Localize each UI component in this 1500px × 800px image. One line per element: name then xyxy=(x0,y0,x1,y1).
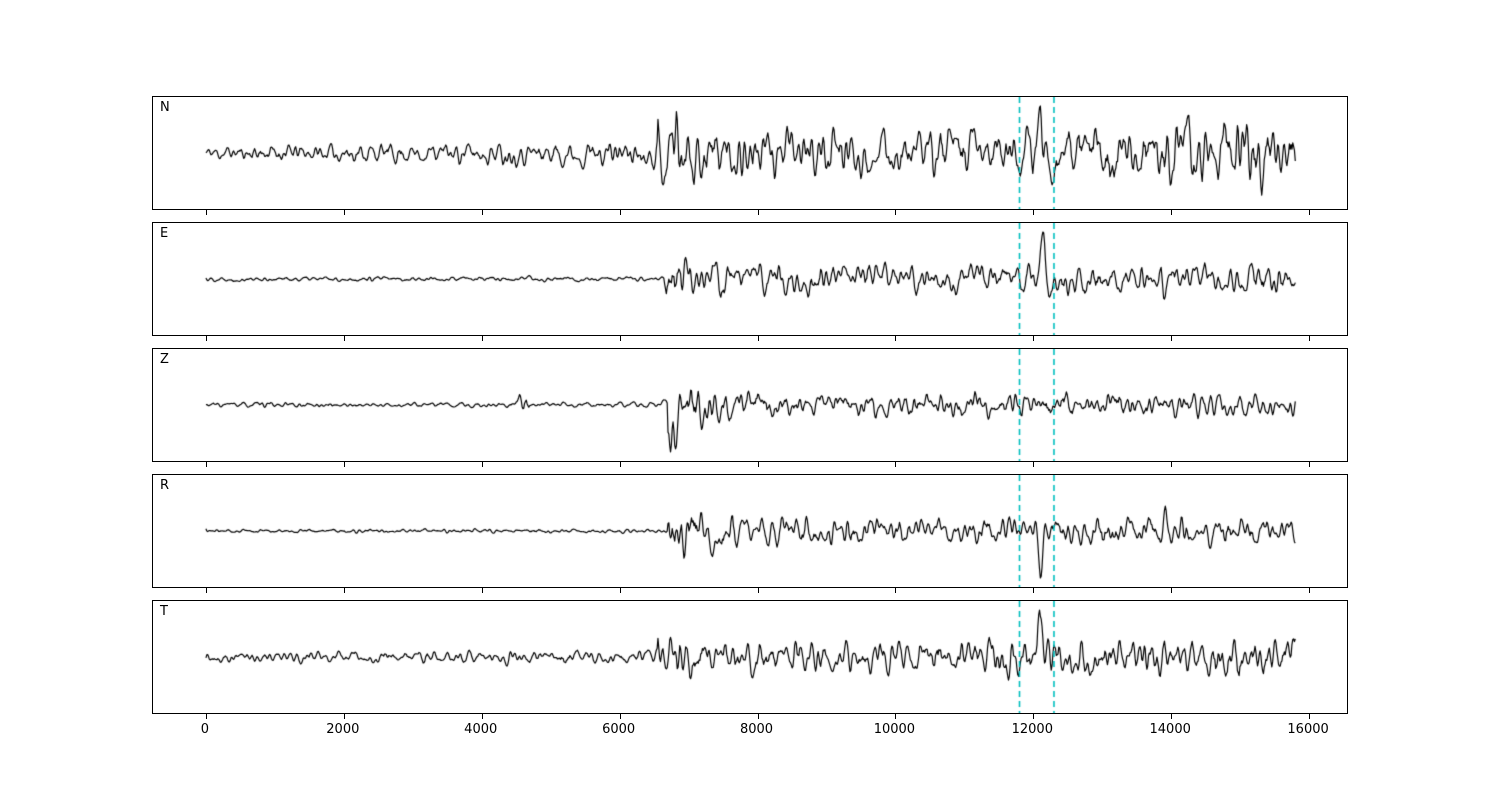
x-tick-mark xyxy=(481,462,483,467)
waveform-panel-z: Z xyxy=(152,348,1348,467)
x-tick-mark xyxy=(1171,336,1173,341)
x-tick-mark xyxy=(1033,714,1035,719)
x-tick-mark xyxy=(205,588,207,593)
x-tick-mark xyxy=(481,714,483,719)
x-tick-label: 16000 xyxy=(1287,722,1329,737)
x-tick-mark xyxy=(343,210,345,215)
x-tick-mark xyxy=(619,210,621,215)
x-tick-label: 2000 xyxy=(326,722,360,737)
panel-label: N xyxy=(160,100,170,115)
x-tick-mark xyxy=(895,210,897,215)
waveform-panel-r: R xyxy=(152,474,1348,593)
x-tick-mark xyxy=(619,462,621,467)
x-tick-mark xyxy=(895,462,897,467)
x-tick-label: 4000 xyxy=(464,722,498,737)
panel-label: Z xyxy=(160,352,169,367)
x-tick-mark xyxy=(343,336,345,341)
panel-label: T xyxy=(160,604,168,619)
x-tick-label: 10000 xyxy=(873,722,916,737)
x-tick-mark xyxy=(1171,210,1173,215)
x-tick-mark xyxy=(481,336,483,341)
x-tick-mark xyxy=(1171,714,1173,719)
waveform-trace xyxy=(153,601,1347,713)
x-tick-mark xyxy=(481,210,483,215)
x-tick-mark xyxy=(619,588,621,593)
seismogram-figure: N E Z R T 0 2000 4000 6000 8000 10000 12000 140… xyxy=(152,96,1348,744)
x-tick-mark xyxy=(895,588,897,593)
x-tick-mark xyxy=(1033,588,1035,593)
x-tick-mark xyxy=(1171,588,1173,593)
x-tick-mark xyxy=(1309,210,1311,215)
x-tick-mark xyxy=(343,588,345,593)
waveform-trace xyxy=(153,475,1347,587)
x-tick-mark xyxy=(757,462,759,467)
x-tick-mark xyxy=(1171,462,1173,467)
x-tick-mark xyxy=(757,714,759,719)
x-tick-mark xyxy=(481,588,483,593)
x-tick-mark xyxy=(205,336,207,341)
x-tick-mark xyxy=(619,714,621,719)
x-tick-mark xyxy=(1309,588,1311,593)
x-tick-label: 6000 xyxy=(602,722,636,737)
x-tick-mark xyxy=(1033,336,1035,341)
waveform-trace xyxy=(153,223,1347,335)
x-axis: 0 2000 4000 6000 8000 10000 12000 14000 16000 xyxy=(152,720,1348,744)
waveform-panels: N E Z R T xyxy=(152,96,1348,719)
x-tick-mark xyxy=(1033,210,1035,215)
x-tick-mark xyxy=(1033,462,1035,467)
waveform-panel-t: T xyxy=(152,600,1348,719)
x-tick-label: 8000 xyxy=(739,722,774,737)
x-tick-mark xyxy=(757,336,759,341)
x-tick-mark xyxy=(205,714,207,719)
x-tick-mark xyxy=(1309,336,1311,341)
panel-label: E xyxy=(160,226,169,241)
x-tick-mark xyxy=(619,336,621,341)
x-tick-mark xyxy=(895,336,897,341)
x-tick-mark xyxy=(1309,462,1311,467)
x-tick-mark xyxy=(757,210,759,215)
waveform-panel-e: E xyxy=(152,222,1348,341)
panel-label: R xyxy=(160,478,170,493)
x-tick-mark xyxy=(205,462,207,467)
x-tick-mark xyxy=(343,714,345,719)
x-tick-mark xyxy=(1309,714,1311,719)
x-tick-mark xyxy=(343,462,345,467)
waveform-trace xyxy=(153,349,1347,461)
x-tick-mark xyxy=(757,588,759,593)
waveform-panel-n: N xyxy=(152,96,1348,215)
x-tick-label: 14000 xyxy=(1149,722,1191,737)
x-tick-label: 0 xyxy=(200,722,210,737)
x-tick-mark xyxy=(205,210,207,215)
x-tick-mark xyxy=(895,714,897,719)
x-tick-label: 12000 xyxy=(1011,722,1053,737)
waveform-trace xyxy=(153,97,1347,209)
